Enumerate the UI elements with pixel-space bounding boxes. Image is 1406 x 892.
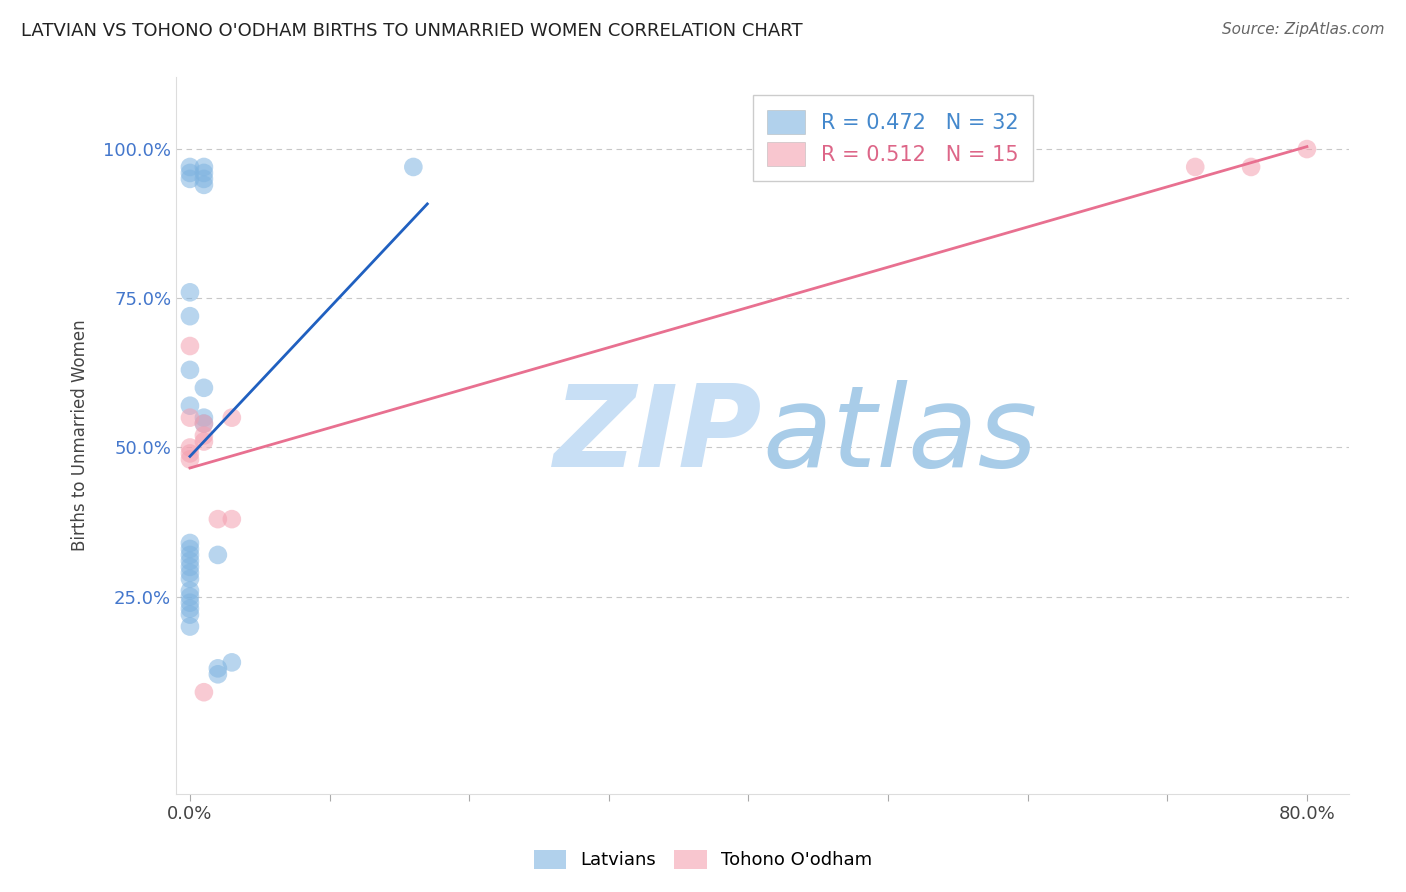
Point [193,381,215,395]
Point [193,417,215,431]
Point [193,410,215,425]
Point [179,166,201,180]
Text: LATVIAN VS TOHONO O'ODHAM BIRTHS TO UNMARRIED WOMEN CORRELATION CHART: LATVIAN VS TOHONO O'ODHAM BIRTHS TO UNMA… [21,22,803,40]
Point [179,363,201,377]
Point [193,434,215,449]
Point [179,541,201,556]
Point [179,399,201,413]
Legend: Latvians, Tohono O'odham: Latvians, Tohono O'odham [524,841,882,879]
Point [193,417,215,431]
Point [179,452,201,467]
Point [179,572,201,586]
Point [207,661,229,675]
Point [193,685,215,699]
Point [179,172,201,186]
Point [207,667,229,681]
Point [179,536,201,550]
Point [1184,160,1206,174]
Point [179,596,201,610]
Point [207,548,229,562]
Point [193,172,215,186]
Point [179,339,201,353]
Point [221,410,243,425]
Point [193,428,215,442]
Point [179,548,201,562]
Text: ZIP: ZIP [554,380,762,491]
Point [179,566,201,580]
Point [402,160,425,174]
Point [207,512,229,526]
Point [1240,160,1263,174]
Point [193,178,215,192]
Point [221,512,243,526]
Point [179,601,201,615]
Point [179,619,201,633]
Point [179,583,201,598]
Point [179,607,201,622]
Point [179,285,201,300]
Point [1296,142,1319,156]
Point [179,590,201,604]
Point [179,560,201,574]
Text: Source: ZipAtlas.com: Source: ZipAtlas.com [1222,22,1385,37]
Point [221,656,243,670]
Point [193,166,215,180]
Legend: R = 0.472   N = 32, R = 0.512   N = 15: R = 0.472 N = 32, R = 0.512 N = 15 [752,95,1033,181]
Y-axis label: Births to Unmarried Women: Births to Unmarried Women [72,319,89,551]
Point [179,446,201,460]
Point [179,410,201,425]
Point [179,160,201,174]
Point [179,441,201,455]
Point [179,554,201,568]
Point [193,160,215,174]
Text: atlas: atlas [762,380,1038,491]
Point [179,309,201,323]
